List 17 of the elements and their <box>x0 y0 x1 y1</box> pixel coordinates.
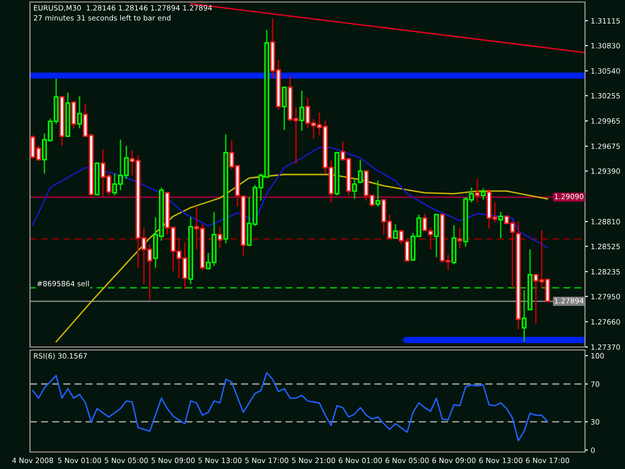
candlestick <box>522 290 527 342</box>
candlestick <box>434 214 439 258</box>
candlestick <box>375 180 380 208</box>
candlestick <box>393 223 398 239</box>
candlestick <box>282 86 287 131</box>
candlestick <box>217 226 222 248</box>
candlestick <box>474 178 480 204</box>
candlestick <box>77 95 82 130</box>
candlestick <box>71 100 76 130</box>
candlestick <box>480 188 486 200</box>
line-series <box>32 146 548 248</box>
candlestick <box>352 178 357 200</box>
line-series <box>32 372 548 442</box>
candlestick <box>299 90 304 132</box>
candlestick <box>457 226 462 250</box>
candlestick <box>358 158 363 184</box>
candlestick <box>498 211 504 239</box>
